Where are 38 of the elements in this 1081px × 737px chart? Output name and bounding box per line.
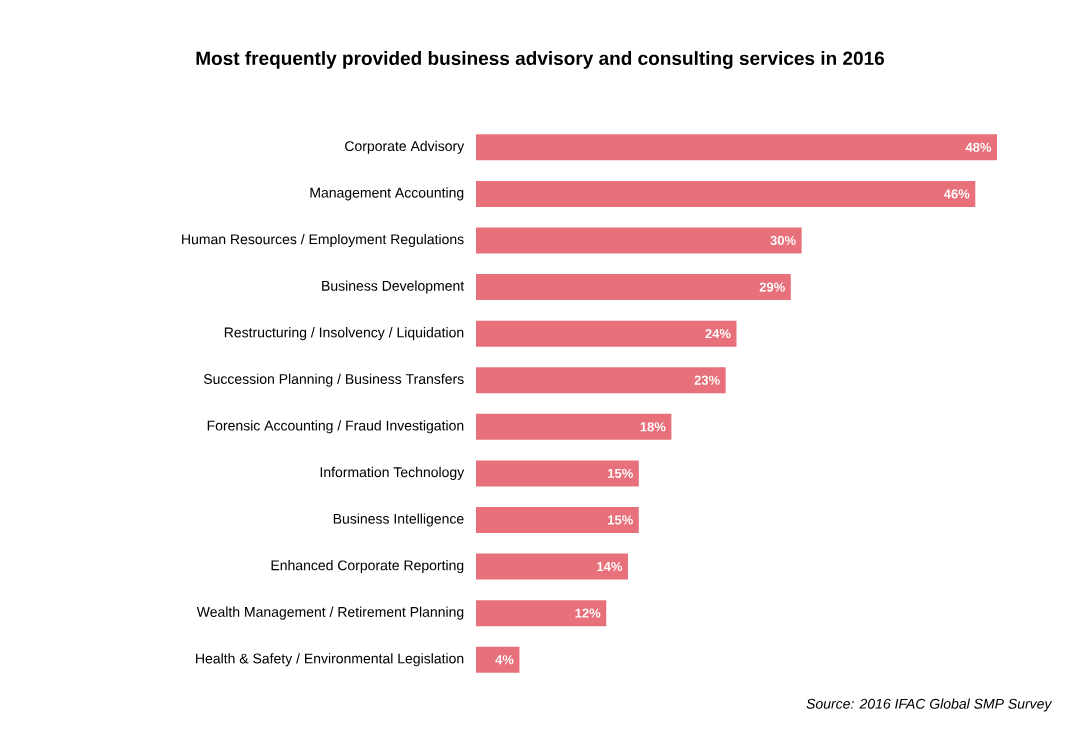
- bar: [476, 506, 639, 533]
- y-tick-label: Business Intelligence: [333, 513, 464, 527]
- bar: [476, 646, 520, 673]
- data-label: 29%: [759, 282, 785, 292]
- data-label: 15%: [608, 468, 633, 478]
- y-tick-label: Business Development: [322, 280, 465, 294]
- source-note: Source: 2016 IFAC Global SMP Survey: [806, 698, 1053, 712]
- y-tick-label: Human Resources / Employment Regulations: [182, 233, 464, 247]
- bar: [476, 274, 791, 301]
- bar: [476, 134, 997, 161]
- y-tick-label: Forensic Accounting / Fraud Investigation: [207, 420, 464, 434]
- data-label: 24%: [705, 329, 731, 339]
- y-tick-label: Restructuring / Insolvency / Liquidation: [224, 327, 464, 341]
- y-tick-label: Corporate Advisory: [345, 140, 465, 154]
- bar: [476, 180, 976, 207]
- chart-title: Most frequently provided business advisory and consulting services in 2016: [196, 51, 885, 69]
- data-label: 30%: [770, 235, 796, 246]
- bar: [476, 367, 726, 394]
- data-label: 12%: [575, 608, 601, 618]
- bar: [476, 227, 802, 254]
- data-label: 4%: [495, 655, 514, 665]
- bar: [476, 460, 639, 487]
- data-label: 15%: [608, 515, 633, 525]
- bar: [476, 413, 672, 440]
- data-label: 18%: [640, 422, 666, 432]
- y-tick-label: Health & Safety / Environmental Legislation: [196, 653, 464, 667]
- y-tick-label: Wealth Management / Retirement Planning: [196, 606, 464, 620]
- y-tick-label: Succession Planning / Business Transfers: [203, 373, 464, 387]
- data-label: 48%: [965, 142, 992, 152]
- bar: [476, 553, 628, 580]
- data-label: 14%: [597, 561, 623, 572]
- bar: [476, 320, 737, 347]
- data-label: 46%: [943, 189, 970, 199]
- y-tick-label: Management Accounting: [310, 187, 464, 201]
- bar: [476, 600, 607, 627]
- y-tick-label: Information Technology: [320, 466, 465, 480]
- data-label: 23%: [694, 375, 720, 385]
- y-tick-label: Enhanced Corporate Reporting: [271, 560, 464, 574]
